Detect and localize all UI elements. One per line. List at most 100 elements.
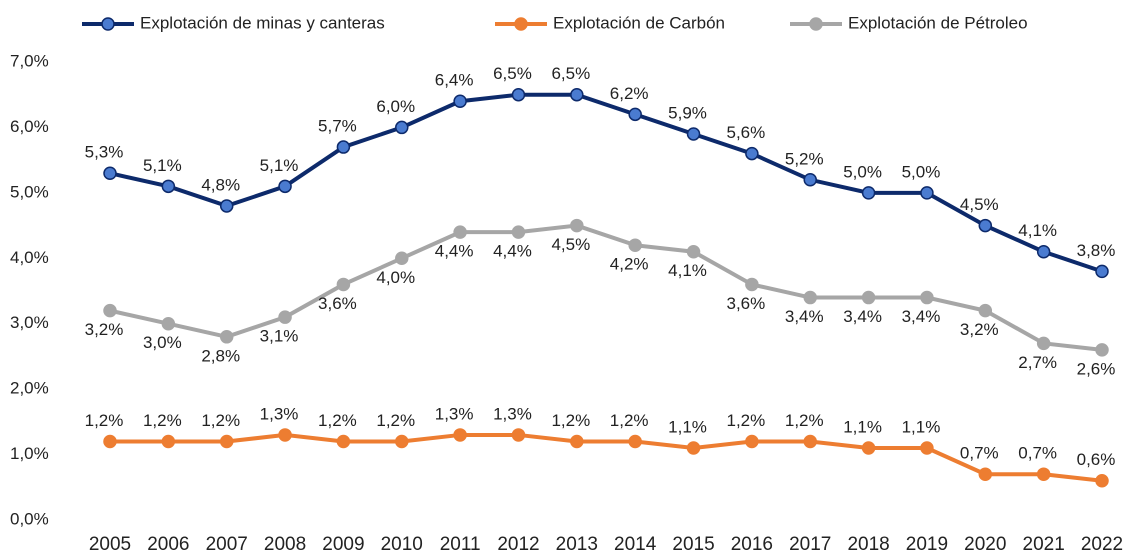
- y-tick-label: 7,0%: [10, 51, 49, 70]
- data-point: [686, 441, 701, 455]
- series-line: [109, 92, 1103, 274]
- data-label: 1,2%: [201, 411, 240, 430]
- y-tick-label: 6,0%: [10, 117, 49, 136]
- data-label: 4,5%: [551, 235, 590, 254]
- x-tick-label: 2007: [206, 534, 248, 555]
- data-label: 3,2%: [960, 320, 999, 339]
- y-tick-label: 2,0%: [10, 379, 49, 398]
- data-point: [336, 434, 351, 449]
- data-point: [978, 467, 993, 481]
- data-point: [861, 186, 876, 200]
- data-label: 1,2%: [727, 411, 766, 430]
- data-label: 5,3%: [85, 143, 124, 162]
- data-point: [336, 277, 351, 292]
- x-tick-label: 2012: [497, 534, 539, 555]
- data-point: [453, 225, 467, 239]
- data-label: 2,8%: [201, 346, 240, 365]
- data-point: [1036, 336, 1051, 351]
- data-point: [453, 94, 467, 109]
- data-point: [511, 225, 526, 239]
- x-tick-label: 2008: [264, 534, 306, 555]
- data-label: 4,5%: [960, 195, 999, 214]
- data-label: 2,6%: [1077, 359, 1116, 378]
- data-point: [803, 434, 817, 449]
- data-label: 1,2%: [610, 411, 649, 430]
- data-label: 1,1%: [668, 418, 707, 437]
- data-point: [219, 199, 234, 213]
- data-label: 3,6%: [318, 294, 357, 313]
- data-point: [453, 428, 467, 442]
- data-point: [336, 140, 351, 154]
- x-tick-label: 2009: [322, 534, 364, 555]
- y-tick-label: 1,0%: [10, 444, 49, 463]
- x-tick-label: 2013: [556, 534, 598, 555]
- data-label: 4,2%: [610, 255, 649, 274]
- data-label: 1,3%: [260, 404, 299, 423]
- data-label: 1,2%: [85, 411, 124, 430]
- data-label: 4,0%: [376, 268, 415, 287]
- data-label: 3,2%: [85, 320, 124, 339]
- data-label: 5,1%: [143, 156, 182, 175]
- data-label: 1,3%: [435, 404, 474, 423]
- data-label: 3,8%: [1077, 241, 1116, 260]
- data-point: [803, 173, 817, 187]
- data-point: [103, 166, 117, 180]
- data-label: 4,8%: [201, 175, 240, 194]
- data-point: [570, 434, 584, 449]
- data-label: 5,7%: [318, 117, 357, 136]
- data-label: 5,0%: [902, 162, 941, 181]
- data-label: 3,6%: [727, 294, 766, 313]
- data-label: 3,4%: [785, 307, 824, 326]
- data-point: [1095, 473, 1109, 488]
- data-point: [628, 107, 642, 122]
- data-point: [861, 441, 876, 455]
- data-point: [628, 434, 642, 449]
- data-label: 6,5%: [551, 64, 590, 83]
- data-point: [570, 87, 584, 102]
- series-line: [109, 223, 1103, 352]
- data-point: [920, 290, 934, 305]
- data-point: [161, 434, 176, 449]
- data-label: 3,1%: [260, 327, 299, 346]
- data-point: [686, 244, 701, 259]
- data-label: 2,7%: [1018, 353, 1057, 372]
- data-label: 1,2%: [785, 411, 824, 430]
- data-label: 5,0%: [843, 162, 882, 181]
- data-point: [978, 218, 993, 233]
- data-point: [1095, 343, 1109, 357]
- data-label: 6,4%: [435, 71, 474, 90]
- x-tick-label: 2020: [964, 534, 1006, 555]
- data-label: 6,2%: [610, 84, 649, 103]
- data-label: 6,5%: [493, 64, 532, 83]
- data-point: [920, 186, 934, 200]
- data-point: [570, 218, 584, 233]
- y-tick-label: 4,0%: [10, 248, 49, 267]
- data-point: [1095, 264, 1109, 279]
- data-point: [161, 316, 176, 331]
- data-point: [745, 277, 759, 292]
- data-point: [745, 146, 759, 161]
- legend-marker: [514, 17, 528, 31]
- data-point: [511, 87, 526, 102]
- data-point: [278, 179, 292, 194]
- data-label: 0,7%: [960, 444, 999, 463]
- y-tick-label: 0,0%: [10, 509, 49, 528]
- legend-label: Explotación de Carbón: [553, 13, 725, 32]
- x-tick-label: 2021: [1023, 534, 1065, 555]
- legend-marker: [101, 17, 115, 31]
- data-point: [219, 330, 234, 344]
- legend-label: Explotación de minas y canteras: [140, 13, 385, 32]
- data-label: 1,3%: [493, 404, 532, 423]
- series-line: [110, 432, 1103, 483]
- data-point: [920, 441, 934, 455]
- data-label: 1,1%: [902, 418, 941, 437]
- x-tick-label: 2006: [147, 534, 189, 555]
- data-point: [1036, 467, 1051, 481]
- data-label: 5,1%: [260, 156, 299, 175]
- data-label: 5,9%: [668, 103, 707, 122]
- data-label: 1,2%: [551, 411, 590, 430]
- data-point: [219, 434, 234, 449]
- data-label: 1,2%: [376, 411, 415, 430]
- data-point: [161, 179, 176, 194]
- data-label: 4,1%: [1018, 221, 1057, 240]
